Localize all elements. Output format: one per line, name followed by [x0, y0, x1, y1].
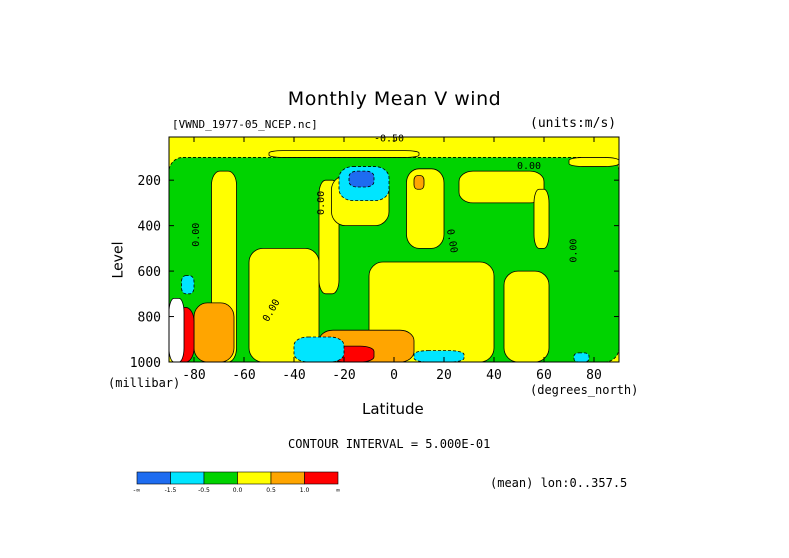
contour-region [293, 336, 345, 363]
contour-region [533, 188, 550, 249]
legend-label: 0.5 [266, 487, 276, 494]
contour-label: -0.50 [374, 134, 404, 145]
legend-label: 1.0 [300, 487, 310, 494]
y-tick-label: 200 [138, 174, 161, 189]
contour-label: 0.00 [444, 228, 459, 254]
x-tick-label: 40 [486, 368, 502, 383]
legend-swatch [136, 471, 171, 485]
legend-label: -0.5 [198, 487, 210, 494]
contour-region [413, 350, 465, 363]
legend-label: -∞ [133, 487, 140, 494]
contour-label: 0.00 [191, 223, 202, 247]
x-axis-label: Latitude [362, 400, 424, 418]
contour-interval-text: CONTOUR INTERVAL = 5.000E-01 [288, 437, 491, 451]
dataset-label: [VWND_1977-05_NCEP.nc] [172, 118, 318, 131]
legend-label: -1.5 [165, 487, 177, 494]
legend-swatch [270, 471, 305, 485]
x-tick-label: -60 [232, 368, 255, 383]
x-tick-label: -80 [182, 368, 205, 383]
contour-label: 0.00 [316, 191, 327, 215]
legend-swatch [237, 471, 272, 485]
contour-region [168, 297, 185, 363]
contour-region [568, 157, 620, 167]
x-tick-label: 0 [390, 368, 398, 383]
x-tick-label: -20 [332, 368, 355, 383]
chart-title: Monthly Mean V wind [287, 88, 502, 110]
contour-region [413, 175, 425, 190]
x-axis-units: (degrees_north) [530, 383, 639, 397]
contour-label: 0.00 [517, 161, 541, 172]
contour-region [348, 170, 375, 188]
units-label: (units:m/s) [530, 116, 617, 131]
legend-label: ∞ [336, 487, 341, 494]
contour-region [458, 170, 545, 204]
legend-swatch [170, 471, 205, 485]
contour-region [181, 275, 195, 295]
x-tick-label: -40 [282, 368, 305, 383]
x-tick-label: 20 [436, 368, 452, 383]
contour-region [193, 302, 235, 363]
y-tick-label: 800 [138, 311, 161, 326]
x-tick-label: 80 [586, 368, 602, 383]
legend-swatch [304, 471, 339, 485]
y-tick-label: 400 [138, 220, 161, 235]
contour-region [573, 352, 590, 363]
mean-text: (mean) lon:0..357.5 [490, 476, 628, 490]
contour-region [406, 168, 445, 249]
y-tick-label: 1000 [130, 356, 161, 371]
legend-swatch [203, 471, 238, 485]
legend-label: 0.0 [233, 487, 243, 494]
contour-region [503, 270, 550, 363]
y-axis-units: (millibar) [108, 376, 181, 390]
y-tick-label: 600 [138, 265, 161, 280]
x-tick-label: 60 [536, 368, 552, 383]
contour-region [268, 150, 420, 158]
contour-label: 0.00 [569, 239, 580, 263]
